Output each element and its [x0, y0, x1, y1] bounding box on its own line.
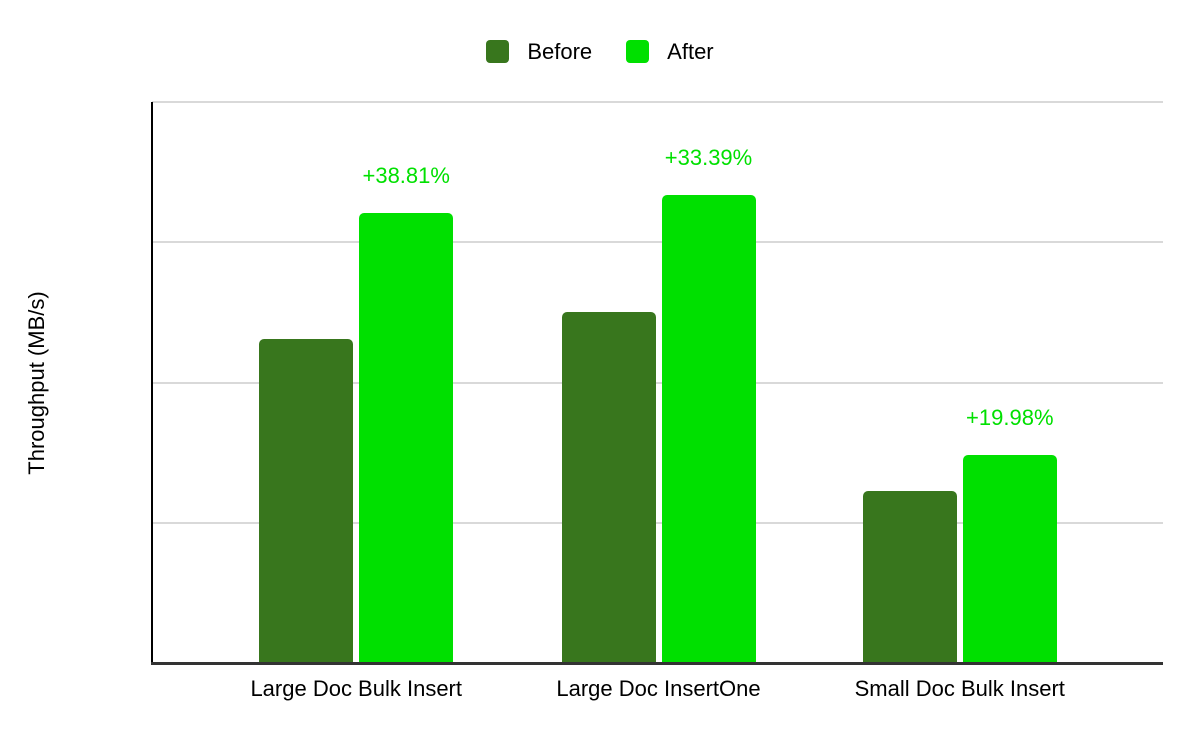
plot-area: +38.81% +33.39% +19.98% [152, 101, 1163, 663]
x-axis-label-small-doc-bulk-insert: Small Doc Bulk Insert [854, 676, 1065, 701]
legend-item-before[interactable]: Before [486, 40, 592, 63]
bar-before-large-doc-insertone [561, 312, 656, 663]
gridline [152, 381, 1163, 384]
chart-legend: Before After [0, 40, 1200, 63]
gridline [152, 521, 1163, 524]
bar-after-large-doc-bulk-insert [359, 212, 454, 663]
percent-gain-label-large-doc-insertone: +33.39% [664, 144, 753, 170]
x-axis-label-large-doc-bulk-insert: Large Doc Bulk Insert [250, 676, 462, 701]
legend-swatch-after [626, 40, 650, 63]
gridline [152, 101, 1163, 103]
percent-gain-label-small-doc-bulk-insert: +19.98% [966, 405, 1054, 431]
gridline [152, 241, 1163, 244]
y-axis-line [151, 102, 153, 664]
legend-swatch-before [486, 40, 510, 63]
bar-after-small-doc-bulk-insert [962, 455, 1057, 663]
bar-after-large-doc-insertone [661, 194, 756, 663]
legend-label-after: After [667, 39, 714, 64]
legend-item-after[interactable]: After [626, 39, 714, 64]
percent-gain-label-large-doc-bulk-insert: +38.81% [362, 162, 450, 188]
y-axis-title: Throughput (MB/s) [24, 291, 49, 475]
x-axis-labels: Large Doc Bulk Insert Large Doc InsertOne… [152, 676, 1163, 706]
legend-label-before: Before [527, 39, 593, 64]
x-axis-label-large-doc-insertone: Large Doc InsertOne [556, 676, 761, 701]
x-axis-line [151, 662, 1163, 665]
bar-before-small-doc-bulk-insert [862, 490, 957, 663]
bar-before-large-doc-bulk-insert [259, 339, 354, 663]
